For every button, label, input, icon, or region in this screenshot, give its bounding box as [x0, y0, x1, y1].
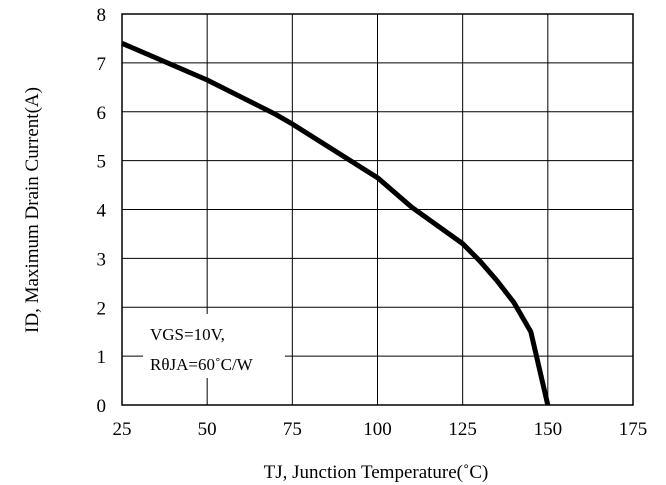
y-tick-labels: 0 1 2 3 4 5 6 7 8: [97, 5, 107, 417]
plot-frame: [121, 13, 634, 406]
y-tick-label-1: 1: [97, 347, 107, 368]
annotation-line-2: RθJA=60˚C/W: [150, 355, 254, 374]
y-tick-label-8: 8: [97, 5, 107, 26]
y-tick-label-6: 6: [97, 103, 107, 124]
x-tick-label-0: 25: [113, 419, 132, 440]
y-tick-label-5: 5: [97, 152, 107, 173]
annotation-box: [143, 314, 285, 378]
x-tick-label-6: 175: [619, 419, 648, 440]
x-tick-label-4: 125: [448, 419, 477, 440]
x-tick-label-1: 50: [198, 419, 217, 440]
x-axis-label: TJ, Junction Temperature(˚C): [264, 462, 489, 483]
annotation-line-1: VGS=10V,: [150, 325, 225, 344]
x-tick-label-2: 75: [283, 419, 302, 440]
y-tick-label-7: 7: [97, 54, 107, 75]
x-tick-label-3: 100: [363, 419, 392, 440]
y-tick-label-0: 0: [97, 396, 107, 417]
grid-lines: [121, 13, 634, 406]
series-line: [121, 41, 551, 406]
x-tick-labels: 25 50 75 100 125 150 175: [113, 419, 648, 440]
x-tick-label-5: 150: [534, 419, 563, 440]
y-axis-label: ID, Maximum Drain Current(A): [22, 87, 43, 333]
y-tick-label-3: 3: [97, 249, 107, 270]
y-tick-label-2: 2: [97, 298, 107, 319]
y-tick-label-4: 4: [97, 201, 107, 222]
